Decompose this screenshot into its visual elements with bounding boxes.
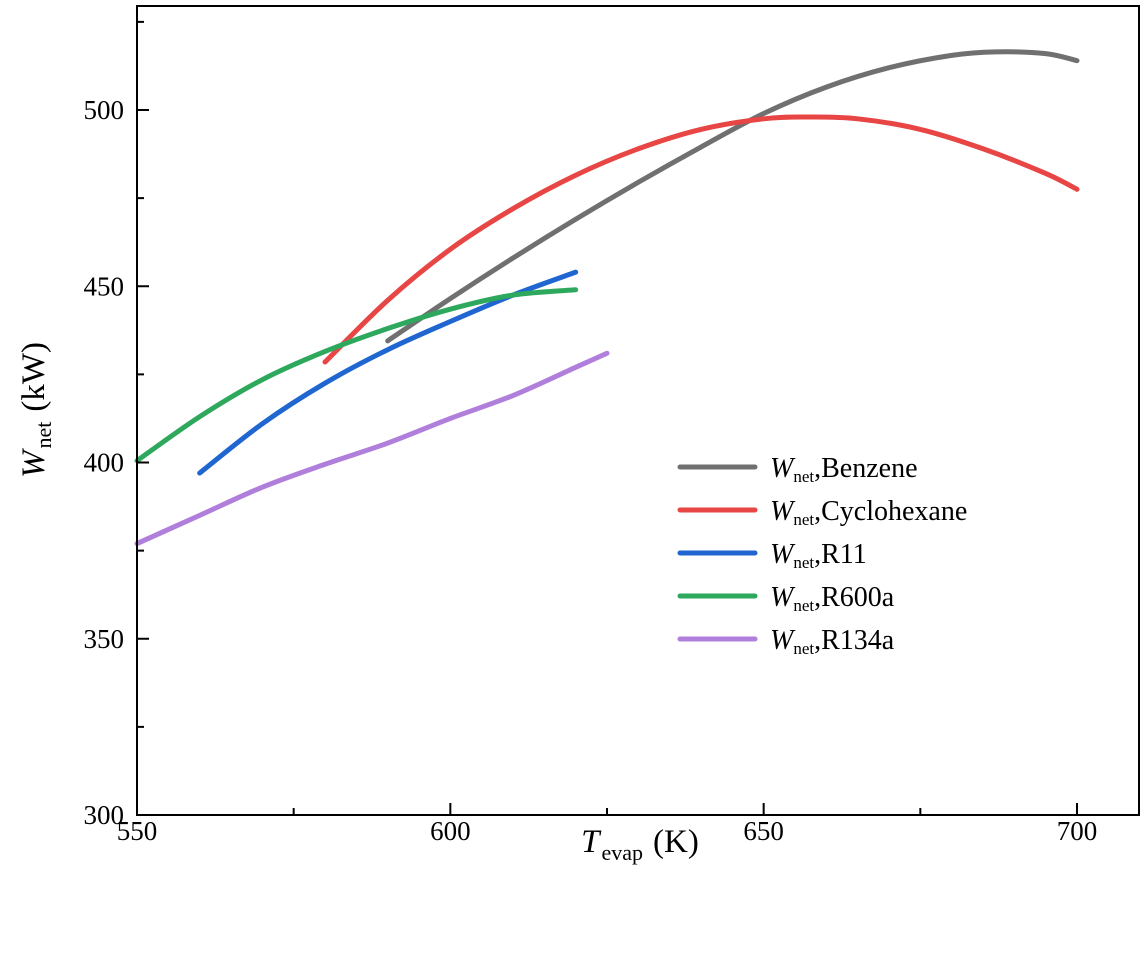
legend-label-r11: Wnet,R11 (770, 539, 867, 572)
legend-prefix: W (770, 496, 796, 527)
legend-sub: net (793, 596, 814, 615)
x-axis-title-sub: evap (602, 840, 644, 865)
series-line-cyclohexane (322, 114, 1080, 365)
legend-label-cyclohexane: Wnet,Cyclohexane (770, 496, 967, 529)
x-tick-label-700: 700 (1057, 816, 1098, 846)
x-axis-title: Tevap (K) (581, 824, 699, 865)
legend-label-benzene: Wnet,Benzene (770, 453, 918, 486)
legend-sub: net (793, 553, 814, 572)
x-axis-ticks: 550 600 650 700 (117, 803, 1098, 846)
x-tick-label-650: 650 (743, 816, 784, 846)
y-tick-label-450: 450 (84, 271, 125, 301)
legend-name: ,R600a (814, 582, 895, 613)
x-tick-label-600: 600 (430, 816, 471, 846)
y-axis-title-unit: (kW) (16, 342, 52, 412)
legend-prefix: W (770, 625, 796, 656)
y-axis-ticks: 300 350 400 450 500 (84, 20, 149, 830)
plot-curves (134, 49, 1080, 547)
legend-label-r600a: Wnet,R600a (770, 582, 895, 615)
legend-label-r134a: Wnet,R134a (770, 625, 895, 658)
legend-name: ,R134a (814, 625, 895, 656)
legend-name: ,Cyclohexane (814, 496, 967, 527)
plot-frame (136, 5, 1140, 816)
legend-prefix: W (770, 582, 796, 613)
legend-name: ,Benzene (814, 453, 917, 484)
y-tick-label-500: 500 (84, 95, 125, 125)
legend-name: ,R11 (814, 539, 867, 570)
y-tick-label-400: 400 (84, 448, 125, 478)
legend-prefix: W (770, 539, 796, 570)
y-tick-label-350: 350 (84, 624, 125, 654)
legend: Wnet,BenzeneWnet,CyclohexaneWnet,R11Wnet… (677, 453, 967, 658)
legend-prefix: W (770, 453, 796, 484)
y-axis-title-sub: net (31, 422, 56, 449)
legend-sub: net (793, 467, 814, 486)
series-line-benzene (385, 49, 1080, 344)
legend-sub: net (793, 639, 814, 658)
series-line-r134a (134, 350, 610, 547)
y-tick-label-300: 300 (84, 800, 125, 830)
x-axis-title-unit: (K) (653, 824, 699, 860)
series-line-r600a (134, 287, 579, 464)
x-axis-title-main: T (581, 824, 602, 860)
legend-sub: net (793, 510, 814, 529)
y-axis-title-main: W (16, 448, 52, 478)
y-axis-title: Wnet (kW) (16, 342, 56, 478)
x-tick-label-550: 550 (117, 816, 158, 846)
